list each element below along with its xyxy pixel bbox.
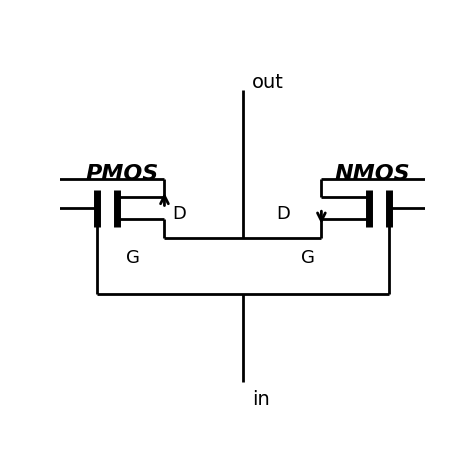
Text: NMOS: NMOS bbox=[334, 164, 410, 183]
Text: G: G bbox=[126, 249, 140, 266]
Text: D: D bbox=[276, 205, 290, 223]
Text: G: G bbox=[301, 249, 315, 266]
Text: D: D bbox=[172, 205, 186, 223]
Text: in: in bbox=[252, 391, 270, 410]
Text: out: out bbox=[252, 73, 284, 92]
Text: PMOS: PMOS bbox=[86, 164, 159, 183]
